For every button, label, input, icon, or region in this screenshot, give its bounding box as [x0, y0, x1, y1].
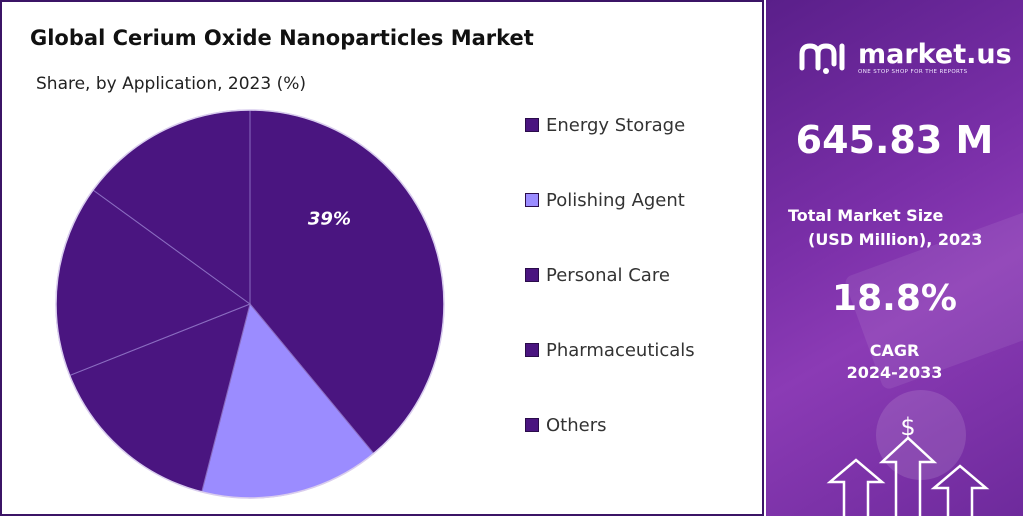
market-size-label-line1: Total Market Size	[788, 206, 944, 225]
legend-label: Polishing Agent	[546, 189, 685, 211]
legend-item: Others	[525, 412, 607, 438]
legend-item: Polishing Agent	[525, 187, 685, 213]
chart-title: Global Cerium Oxide Nanoparticles Market	[30, 26, 534, 50]
legend-item: Energy Storage	[525, 112, 685, 138]
legend-item: Personal Care	[525, 262, 670, 288]
legend-swatch	[525, 118, 539, 132]
data-label: 39%	[308, 208, 351, 229]
growth-arrows-icon: $	[826, 413, 990, 516]
legend-swatch	[525, 193, 539, 207]
pie-chart: 39%	[55, 109, 445, 499]
cagr-label: CAGR	[869, 341, 920, 360]
market-size-value: 645.83 M	[795, 118, 994, 162]
legend-label: Energy Storage	[546, 114, 686, 136]
chart-subtitle: Share, by Application, 2023 (%)	[36, 74, 306, 94]
brand: market.us ONE STOP SHOP FOR THE REPORTS	[798, 38, 1012, 78]
legend-swatch	[525, 343, 539, 357]
dollar-icon: $	[900, 413, 915, 441]
legend-swatch	[525, 418, 539, 432]
summary-panel: market.us ONE STOP SHOP FOR THE REPORTS …	[766, 0, 1023, 516]
legend-swatch	[525, 268, 539, 282]
cagr-period: 2024-2033	[846, 363, 943, 382]
brand-tagline: ONE STOP SHOP FOR THE REPORTS	[858, 69, 968, 75]
legend-label: Personal Care	[546, 264, 670, 286]
pie-outline	[55, 109, 445, 499]
market-size-label-line2: (USD Million), 2023	[808, 230, 983, 249]
legend-label: Others	[546, 414, 607, 436]
legend-item: Pharmaceuticals	[525, 337, 695, 363]
chart-panel: Global Cerium Oxide Nanoparticles Market…	[0, 0, 764, 516]
brand-name: market.us	[858, 39, 1012, 70]
cagr-value: 18.8%	[832, 278, 957, 319]
market-us-logo-icon	[799, 43, 845, 74]
legend-label: Pharmaceuticals	[546, 339, 695, 361]
